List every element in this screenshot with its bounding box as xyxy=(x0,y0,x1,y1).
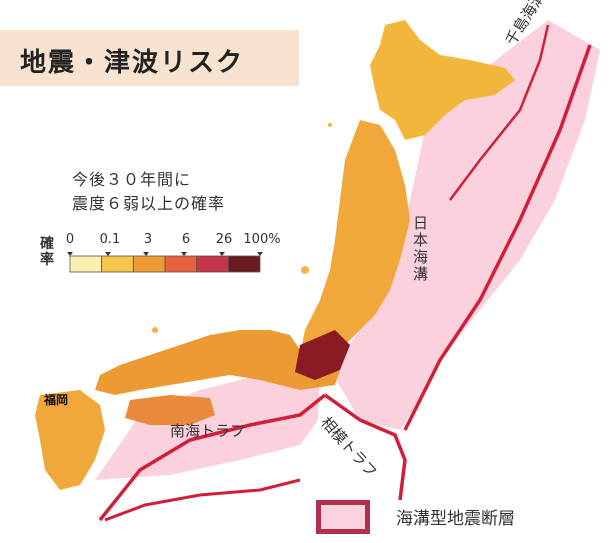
hokkaido-landmass xyxy=(370,20,515,140)
island-marker xyxy=(301,266,309,274)
nankai-lower-line xyxy=(104,478,301,522)
honshu-north-landmass xyxy=(300,120,410,360)
scale-tick-marker xyxy=(181,252,187,256)
honshu-south-landmass xyxy=(95,330,340,395)
kyushu-landmass xyxy=(35,390,105,490)
sagami-trough-line xyxy=(323,393,407,501)
scale-tick-label: 26 xyxy=(215,232,233,247)
scale-segment xyxy=(101,255,134,273)
nankai-trough-line xyxy=(98,393,327,522)
scale-segment xyxy=(69,255,103,273)
scale-tick-marker xyxy=(105,252,111,256)
scale-caption-line1: 今後３０年間に xyxy=(72,170,192,189)
page-title: 地震・津波リスク xyxy=(20,48,245,78)
scale-caption: 今後３０年間に 震度６弱以上の確率 xyxy=(72,168,225,216)
scale-tick-marker xyxy=(143,252,149,256)
scale-segment xyxy=(164,255,198,273)
scale-tick-marker xyxy=(219,252,225,256)
city-label-fukuoka: 福岡 xyxy=(44,393,69,407)
kuril-japan-trench-line xyxy=(403,44,592,431)
probability-scale-bar xyxy=(67,252,263,273)
island-marker xyxy=(328,123,332,127)
japan-trench-label: 日本海溝 xyxy=(411,215,429,283)
scale-tick-marker xyxy=(257,252,263,256)
scale-tick-label: 0.1 xyxy=(99,232,121,247)
high-risk-kanto xyxy=(295,330,350,380)
shikoku-landmass xyxy=(125,395,215,425)
title-banner: 地震・津波リスク xyxy=(0,30,299,86)
island-marker xyxy=(152,327,158,333)
japan-trench-inner-line xyxy=(449,24,550,201)
scale-tick-label: 3 xyxy=(143,232,153,247)
legend-label: 海溝型地震断層 xyxy=(396,509,515,529)
pacific-trench-zone xyxy=(330,20,600,430)
scale-caption-line2: 震度６弱以上の確率 xyxy=(72,194,226,213)
scale-tick-marker xyxy=(67,252,73,256)
scale-tick-label: 100% xyxy=(243,232,281,247)
nankai-trench-zone xyxy=(95,370,320,480)
scale-tick-label: 0 xyxy=(65,232,75,247)
scale-segment xyxy=(227,255,261,273)
legend-swatch xyxy=(316,500,370,534)
scale-segment xyxy=(196,255,229,273)
scale-side-label: 確率 xyxy=(40,236,54,268)
scale-segment xyxy=(132,255,166,273)
nankai-trough-label: 南海トラフ xyxy=(170,422,246,440)
scale-tick-label: 6 xyxy=(181,232,191,247)
